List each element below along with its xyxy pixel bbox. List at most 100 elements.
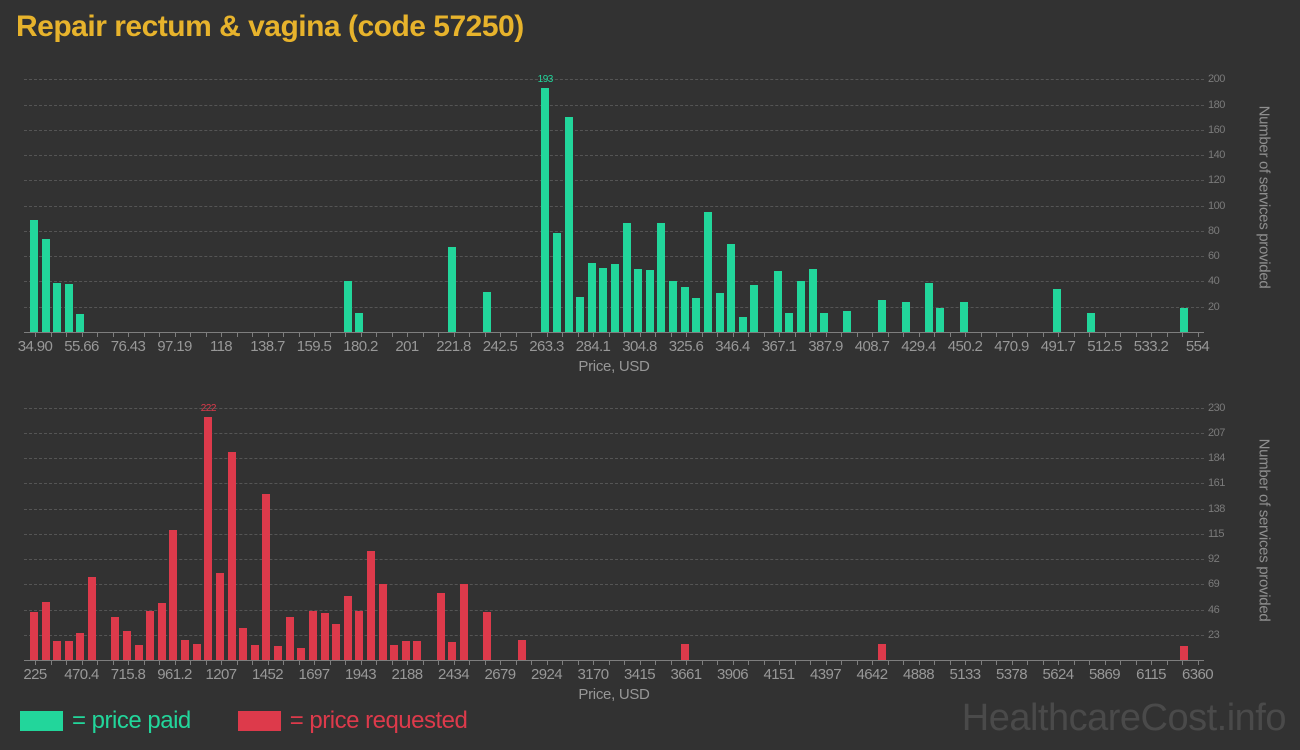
axis-tick — [980, 333, 982, 337]
x-tick-label: 5869 — [1089, 666, 1121, 683]
axis-tick — [1058, 661, 1059, 665]
y-tick-label: 200 — [1208, 73, 1225, 86]
axis-tick — [50, 661, 52, 665]
axis-tick — [81, 661, 83, 665]
axis-tick — [655, 333, 656, 337]
axis-tick — [794, 661, 796, 665]
x-tick-label: 118 — [209, 338, 233, 355]
axis-tick — [825, 333, 827, 337]
histogram-bar — [669, 281, 678, 332]
x-tick-label: 6360 — [1182, 666, 1214, 683]
x-tick-label: 34.90 — [17, 338, 53, 355]
x-tick-label: 2924 — [531, 666, 563, 683]
axis-tick — [655, 661, 656, 665]
x-tick-label: 408.7 — [854, 338, 890, 355]
axis-tick — [562, 661, 563, 665]
histogram-bar — [146, 610, 155, 660]
axis-tick — [903, 333, 904, 337]
axis-tick — [717, 661, 718, 665]
histogram-bar — [343, 281, 352, 332]
axis-tick — [996, 661, 997, 665]
page-title: Repair rectum & vagina (code 57250) — [16, 10, 524, 43]
gridline — [24, 256, 1204, 258]
histogram-bar — [53, 282, 62, 332]
axis-tick — [810, 661, 811, 665]
peak-value-label: 222 — [200, 402, 217, 414]
axis-tick — [484, 333, 486, 337]
y-tick-label: 207 — [1208, 427, 1225, 439]
histogram-bar — [657, 223, 666, 332]
y-tick-label: 230 — [1208, 401, 1225, 414]
axis-tick — [128, 661, 129, 665]
histogram-bar — [308, 610, 317, 660]
x-tick-label: 3661 — [670, 666, 703, 683]
axis-tick — [329, 333, 331, 337]
axis-tick — [562, 333, 563, 337]
y-tick-label: 23 — [1208, 628, 1220, 641]
histogram-bar — [41, 238, 50, 332]
axis-tick — [143, 661, 145, 665]
axis-tick — [407, 661, 408, 665]
y-tick-label: 161 — [1208, 477, 1225, 490]
axis-tick — [252, 661, 253, 665]
gridline — [24, 155, 1204, 157]
axis-tick — [97, 661, 98, 665]
axis-tick — [205, 333, 207, 337]
axis-tick — [1089, 661, 1090, 665]
histogram-bar — [343, 596, 352, 660]
watermark: HealthcareCost.info — [961, 697, 1287, 739]
axis-tick — [546, 661, 548, 665]
gridline — [24, 230, 1204, 232]
axis-tick — [763, 661, 765, 665]
histogram-bar — [924, 282, 933, 332]
histogram-bar — [680, 286, 689, 332]
axis-tick — [934, 661, 935, 665]
axis-tick — [918, 333, 920, 337]
x-tick-label: 533.2 — [1133, 338, 1169, 355]
x-tick-label: 554 — [1185, 338, 1210, 355]
histogram-bar — [901, 301, 910, 332]
histogram-bar — [169, 529, 178, 660]
x-tick-label: 3170 — [577, 666, 610, 683]
x-tick-label: 1943 — [345, 666, 377, 683]
axis-tick — [360, 661, 362, 665]
histogram-bar — [459, 584, 468, 660]
histogram-bar — [413, 641, 422, 660]
axis-tick — [469, 333, 470, 337]
axis-tick — [1027, 333, 1028, 337]
x-tick-label: 138.7 — [250, 338, 285, 355]
x-tick-label: 2188 — [391, 666, 424, 683]
axis-tick — [887, 661, 889, 665]
axis-tick — [949, 661, 951, 665]
x-tick-label: 5624 — [1042, 666, 1075, 683]
axis-tick — [453, 333, 455, 337]
gridline — [24, 129, 1204, 131]
axis-tick — [360, 333, 362, 337]
x-tick-label: 201 — [395, 338, 419, 355]
axis-tick — [1120, 661, 1121, 665]
axis-tick — [81, 333, 83, 337]
y-tick-label: 69 — [1208, 578, 1220, 591]
axis-tick — [190, 661, 191, 665]
axis-tick — [732, 333, 734, 337]
histogram-bar — [1180, 645, 1189, 660]
axis-tick — [624, 333, 625, 337]
axis-tick — [980, 661, 982, 665]
legend-label-price-paid: = price paid — [72, 707, 191, 734]
histogram-bar — [88, 576, 97, 660]
histogram-bar — [401, 641, 410, 660]
axis-tick — [1058, 333, 1059, 337]
axis-tick — [345, 661, 346, 665]
histogram-bar — [134, 644, 143, 660]
histogram-bar — [518, 640, 527, 660]
histogram-bar — [262, 494, 271, 660]
axis-tick — [841, 333, 842, 337]
peak-value-label: 193 — [537, 74, 554, 86]
x-tick-label: 55.66 — [64, 338, 99, 355]
x-tick-label: 221.8 — [436, 338, 471, 355]
axis-tick — [236, 661, 238, 665]
axis-tick — [1135, 333, 1137, 337]
histogram-bar — [181, 640, 190, 660]
histogram-bar — [703, 212, 712, 332]
legend-label-price-requested: = price requested — [289, 707, 468, 734]
